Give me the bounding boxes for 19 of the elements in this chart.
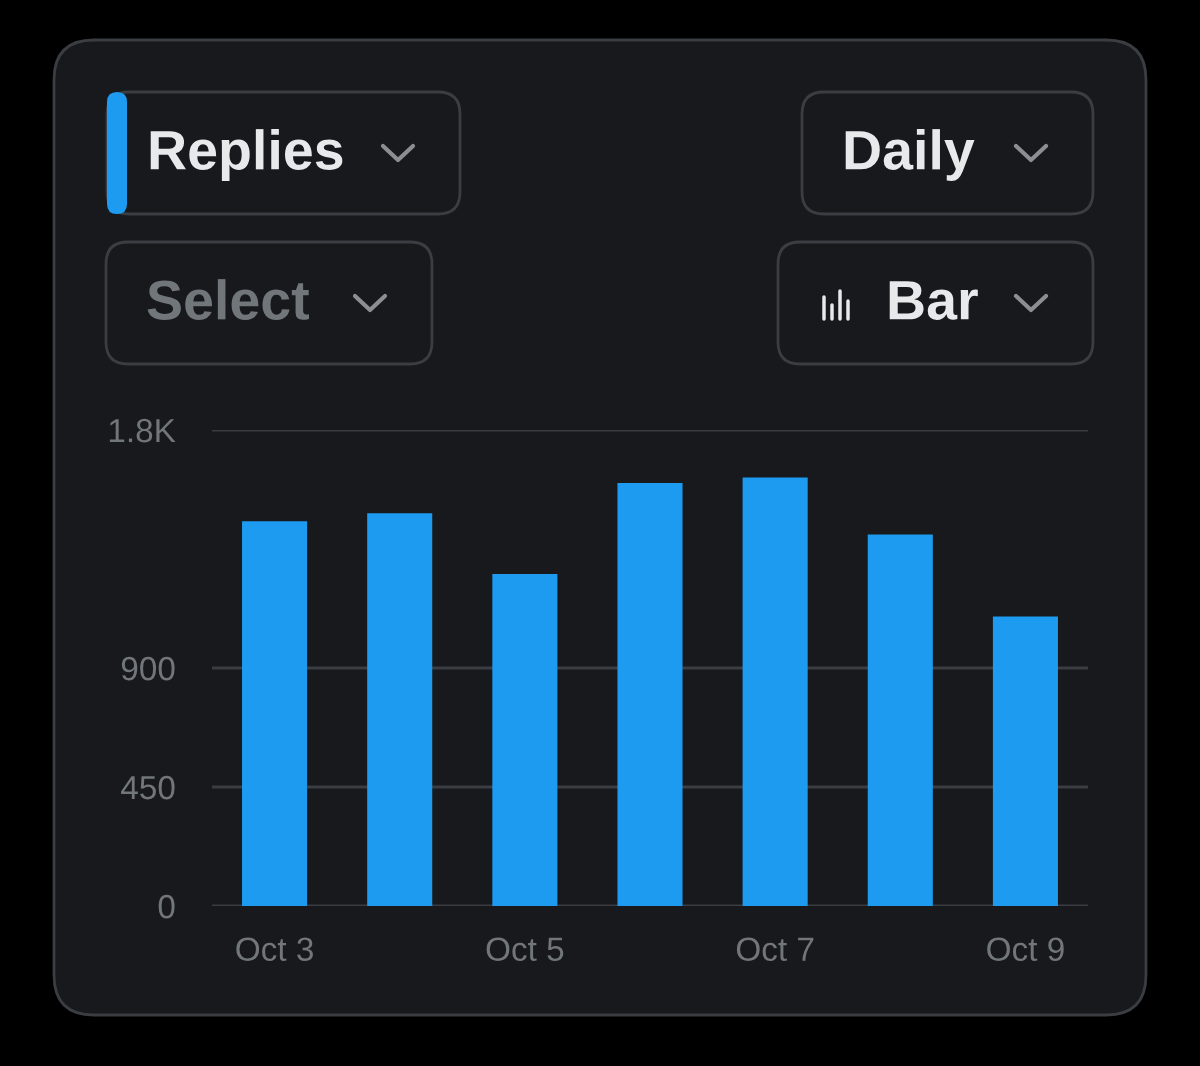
text: Bar bbox=[889, 281, 978, 320]
text: Daily bbox=[845, 129, 975, 181]
bar bbox=[367, 513, 433, 906]
x-tick-label: Oct 9 bbox=[987, 937, 1064, 962]
y-tick-label: 450 bbox=[121, 775, 175, 800]
bar bbox=[992, 616, 1058, 906]
y-tick-label: 1.8K bbox=[109, 418, 176, 443]
text: Replies bbox=[150, 129, 343, 181]
bar bbox=[742, 477, 808, 906]
bar bbox=[617, 482, 683, 906]
text: Select bbox=[147, 279, 309, 320]
x-tick-label: Oct 7 bbox=[736, 937, 814, 962]
x-tick-label: Oct 3 bbox=[236, 937, 313, 962]
y-tick-label: 0 bbox=[158, 894, 175, 919]
bar bbox=[492, 574, 558, 906]
y-tick-label: 900 bbox=[121, 656, 175, 681]
x-tick-label: Oct 5 bbox=[486, 937, 564, 962]
bar bbox=[867, 534, 933, 906]
bar bbox=[242, 521, 308, 906]
